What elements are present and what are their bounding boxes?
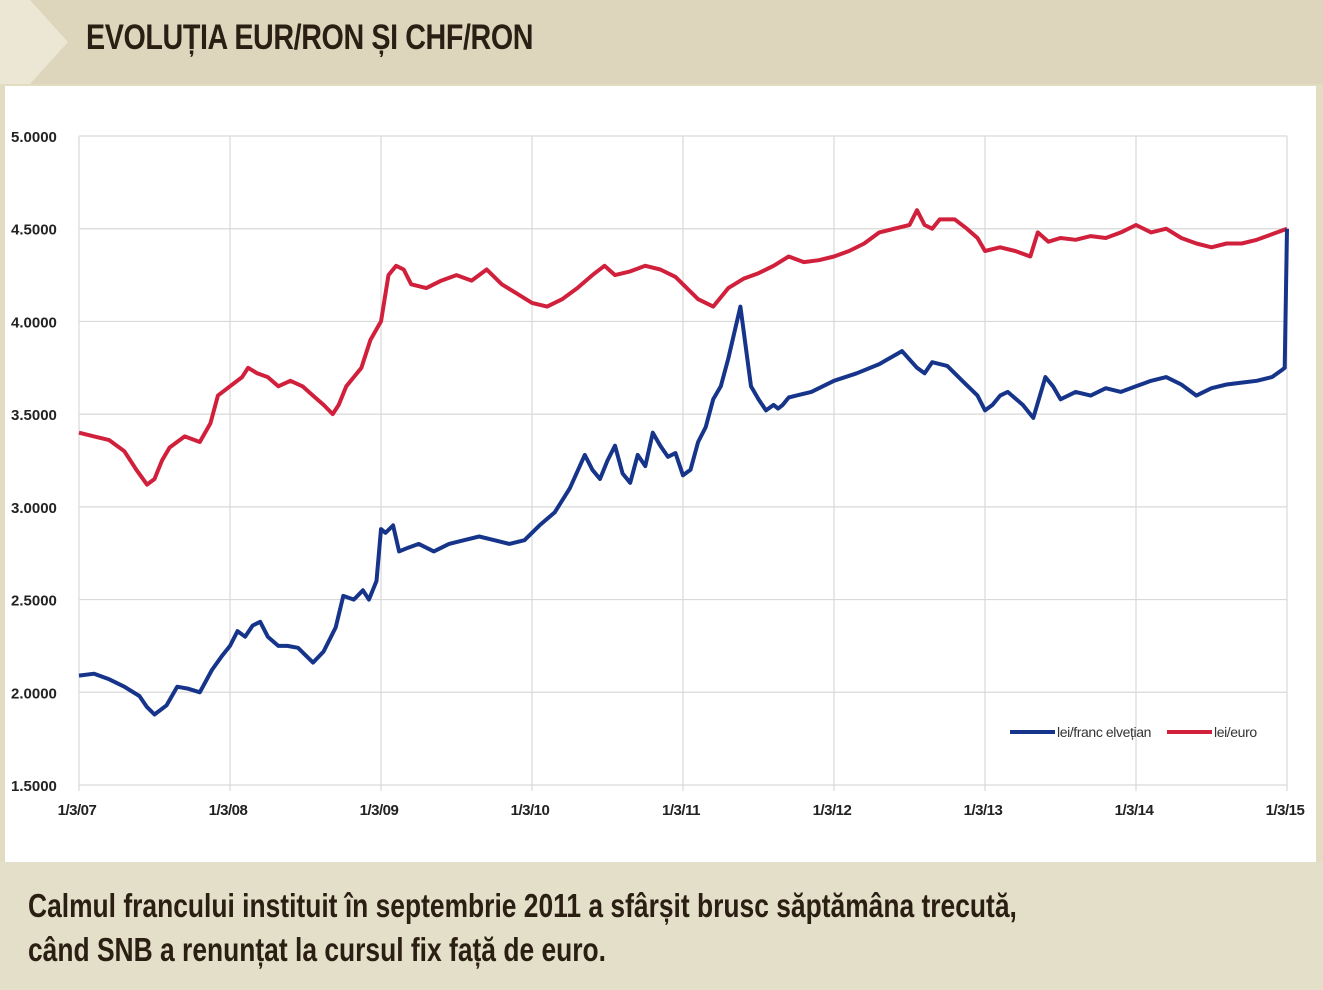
x-tick-label: 1/3/09	[360, 802, 399, 819]
y-tick-label: 4.5000	[11, 222, 57, 239]
x-axis-labels: 1/3/07 1/3/08 1/3/09 1/3/10 1/3/11 1/3/12 1/3/…	[58, 802, 1305, 819]
y-tick-label: 5.0000	[11, 129, 57, 146]
page-title: EVOLUȚIA EUR/RON ȘI CHF/RON	[86, 18, 534, 57]
header-bar: EVOLUȚIA EUR/RON ȘI CHF/RON	[0, 0, 1323, 84]
legend-label-eur: lei/euro	[1214, 724, 1257, 740]
chart-panel: 5.0000 4.5000 4.0000 3.5000 3.0000 2.5000 2.00…	[5, 86, 1316, 862]
y-axis-labels: 5.0000 4.5000 4.0000 3.5000 3.0000 2.5000 2.00…	[11, 129, 57, 795]
chevron-arrow-icon	[0, 0, 68, 84]
x-tick-label: 1/3/11	[662, 802, 700, 819]
chart-series	[78, 208, 1289, 717]
caption-line-1: Calmul francului instituit în septembrie…	[28, 887, 1017, 924]
y-tick-label: 4.0000	[11, 314, 57, 331]
x-tick-label: 1/3/12	[813, 802, 852, 819]
caption-line-2: când SNB a renunțat la cursul fix față d…	[28, 931, 607, 968]
x-tick-label: 1/3/13	[964, 802, 1003, 819]
line-chart: 5.0000 4.5000 4.0000 3.5000 3.0000 2.5000 2.00…	[11, 129, 1305, 819]
caption-text: Calmul francului instituit în septembrie…	[28, 884, 1308, 972]
x-tick-label: 1/3/10	[511, 802, 550, 819]
x-tick-label: 1/3/15	[1266, 802, 1305, 819]
x-tick-label: 1/3/14	[1115, 802, 1155, 819]
y-tick-label: 3.0000	[11, 500, 57, 517]
caption-bar: Calmul francului instituit în septembrie…	[0, 862, 1323, 990]
series-line-eur	[78, 208, 1288, 487]
y-tick-label: 1.5000	[11, 778, 57, 795]
chart-legend: lei/franc elvețian lei/euro	[1010, 724, 1258, 740]
y-tick-label: 2.5000	[11, 593, 57, 610]
x-tick-label: 1/3/07	[58, 802, 97, 819]
x-tick-label: 1/3/08	[209, 802, 248, 819]
legend-label-chf: lei/franc elvețian	[1057, 724, 1151, 740]
y-tick-label: 2.0000	[11, 685, 57, 702]
y-tick-label: 3.5000	[11, 407, 57, 424]
chart-grid	[78, 135, 1288, 791]
series-line-chf	[78, 228, 1289, 717]
